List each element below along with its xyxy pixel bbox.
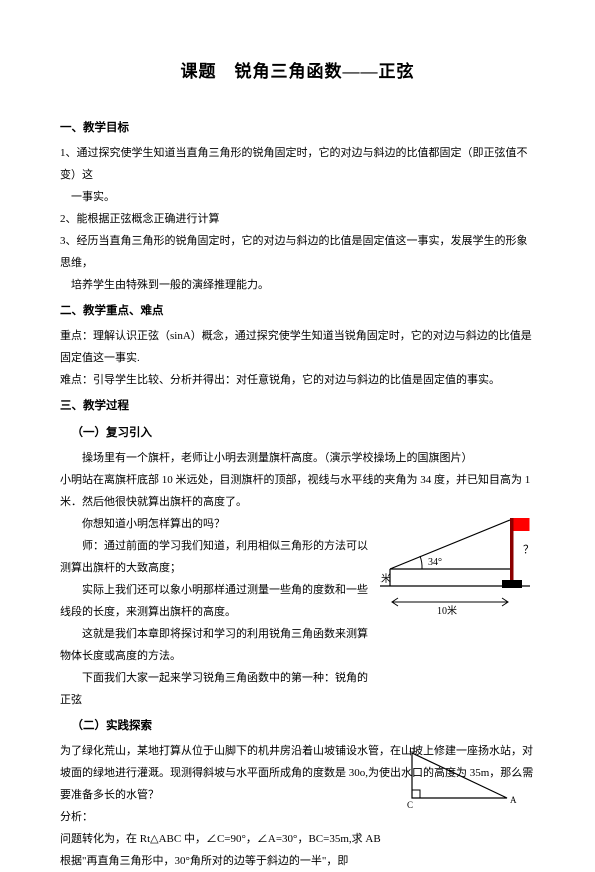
subsection-3-1-heading: （一）复习引入 [60,422,535,445]
objective-3b: 培养学生由特殊到一般的演绎推理能力。 [60,274,535,296]
flag-icon [514,518,530,531]
objective-2: 2、能根据正弦概念正确进行计算 [60,208,535,230]
question-mark: ？ [523,544,534,556]
sec3-p11: 根据"再直角三角形中，30°角所对的边等于斜边的一半"，即 [60,850,400,872]
sec3-p6: 这就是我们本章即将探讨和学习的利用锐角三角函数来测算物体长度或高度的方法。 [60,623,370,667]
vertex-c-label: C [407,800,413,810]
pole [510,518,514,580]
vertex-a-label: A [510,795,517,805]
sec3-p4: 师：通过前面的学习我们知道，利用相似三角形的方法可以测算出旗杆的大致高度； [60,535,370,579]
distance-10m-label: 10米 [437,604,457,617]
sec3-p10: 问题转化为，在 Rt△ABC 中，∠C=90°，∠A=30°，BC=35m,求 … [60,828,400,850]
vertex-b-label: B [409,748,415,754]
height-1m-label: 1米 [380,572,391,585]
objective-1a: 1、通过探究使学生知道当直角三角形的锐角固定时，它的对边与斜边的比值都固定（即正… [60,142,535,186]
sec3-p1: 操场里有一个旗杆，老师让小明去测量旗杆高度。（演示学校操场上的国旗图片） [60,447,535,469]
angle-label: 34° [428,557,442,568]
sec3-p7: 下面我们大家一起来学习锐角三角函数中的第一种：锐角的正弦 [60,667,370,711]
section-3-heading: 三、教学过程 [60,395,535,418]
figure-triangle-abc: B A C [407,748,527,810]
section-2-heading: 二、教学重点、难点 [60,300,535,323]
objective-3a: 3、经历当直角三角形的锐角固定时，它的对边与斜边的比值是固定值这一事实，发展学生… [60,230,535,274]
section-1-heading: 一、教学目标 [60,117,535,140]
page-title: 课题 锐角三角函数——正弦 [60,55,535,89]
subsection-3-2-heading: （二）实践探索 [60,715,535,738]
keypoint-text: 重点：理解认识正弦（sinA）概念，通过探究使学生知道当锐角固定时，它的对边与斜… [60,325,535,369]
sec3-p2: 小明站在离旗杆底部 10 米远处，目测旗杆的顶部，视线与水平线的夹角为 34 度… [60,469,535,513]
objective-1b: 一事实。 [60,186,535,208]
difficulty-text: 难点：引导学生比较、分析并得出：对任意锐角，它的对边与斜边的比值是固定值的事实。 [60,369,535,391]
figure-flagpole: 34° ？ 1米 10米 [380,510,535,605]
sec3-p5: 实际上我们还可以象小明那样通过测量一些角的度数和一些线段的长度，来测算出旗杆的高… [60,579,370,623]
